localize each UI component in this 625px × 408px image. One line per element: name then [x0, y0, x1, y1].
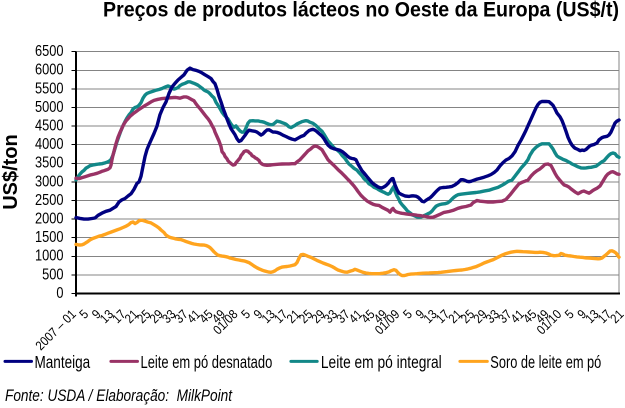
svg-text:500: 500 — [42, 266, 63, 283]
svg-text:0: 0 — [56, 285, 63, 302]
svg-text:2500: 2500 — [35, 192, 64, 209]
svg-text:Preços de produtos lácteos no: Preços de produtos lácteos no Oeste da E… — [103, 0, 619, 22]
svg-text:5000: 5000 — [35, 99, 64, 116]
svg-text:Manteiga: Manteiga — [35, 352, 91, 372]
svg-text:4000: 4000 — [35, 136, 64, 153]
svg-text:Fonte: USDA / Elaboração: Mil: Fonte: USDA / Elaboração: MilkPoint — [5, 387, 233, 405]
svg-text:1500: 1500 — [35, 229, 64, 246]
svg-text:2000: 2000 — [35, 211, 64, 228]
svg-text:1000: 1000 — [35, 248, 64, 265]
svg-text:US$/ton: US$/ton — [0, 134, 22, 210]
svg-text:3000: 3000 — [35, 173, 64, 190]
svg-text:Soro de leite em pó: Soro de leite em pó — [490, 352, 601, 372]
svg-text:6000: 6000 — [35, 62, 64, 79]
svg-text:4500: 4500 — [35, 118, 64, 135]
svg-text:5500: 5500 — [35, 80, 64, 97]
svg-text:Leite em pó integral: Leite em pó integral — [321, 352, 442, 372]
svg-text:3500: 3500 — [35, 155, 64, 172]
svg-text:21: 21 — [607, 307, 625, 327]
svg-text:Leite em pó desnatado: Leite em pó desnatado — [141, 352, 273, 372]
svg-text:6500: 6500 — [35, 43, 64, 60]
